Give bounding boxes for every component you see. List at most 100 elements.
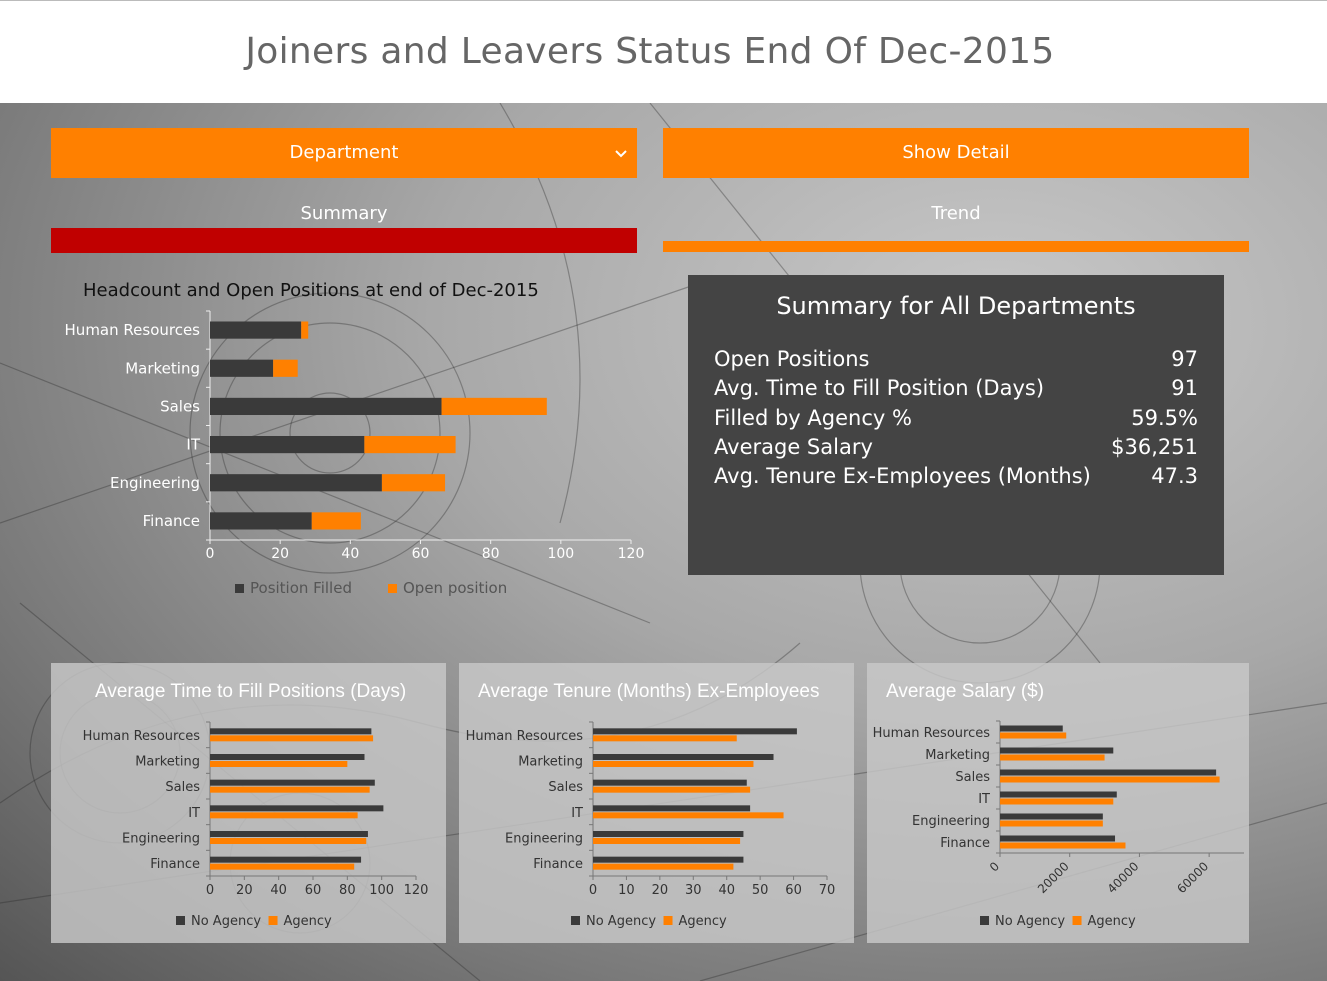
department-dropdown[interactable]: Department <box>51 128 637 178</box>
bar-agency-sales <box>593 786 751 793</box>
y-category-label: Human Resources <box>65 321 201 339</box>
bar-agency-human-resources <box>1000 732 1067 739</box>
bar-agency-sales <box>210 786 370 793</box>
legend-swatch-no-agency <box>176 916 185 925</box>
legend-label-no-agency: No Agency <box>586 914 656 929</box>
legend-label-position-filled: Position Filled <box>250 579 352 597</box>
bar-agency-finance <box>1000 842 1126 849</box>
y-category-label: IT <box>978 792 990 807</box>
legend-label-no-agency: No Agency <box>995 914 1065 929</box>
bar-open-position-it <box>364 435 456 454</box>
tab-trend[interactable]: Trend <box>931 203 981 224</box>
bar-agency-finance <box>593 863 734 870</box>
x-tick-label: 60000 <box>1174 859 1211 896</box>
bar-no-agency-it <box>210 805 384 812</box>
y-category-label: IT <box>188 806 200 821</box>
stat-value: 91 <box>1171 376 1198 400</box>
y-category-label: IT <box>571 806 583 821</box>
x-tick-label: 60 <box>785 883 802 898</box>
tab-summary-indicator <box>51 228 637 253</box>
bar-open-position-engineering <box>381 474 446 492</box>
tenure-chart: 0 10 20 30 40 50 60 70 Human Resources Marketing S… <box>466 721 836 929</box>
bar-open-position-sales <box>441 397 547 416</box>
legend-swatch-open-position <box>388 584 397 593</box>
bar-no-agency-it <box>1000 791 1117 798</box>
bar-no-agency-it <box>593 805 751 812</box>
bar-no-agency-marketing <box>210 754 365 760</box>
y-category-label: Human Resources <box>83 729 201 744</box>
stat-value: 97 <box>1171 347 1198 371</box>
bar-agency-marketing <box>593 761 754 767</box>
bar-position-filled-it <box>210 435 365 454</box>
bar-no-agency-engineering <box>593 831 744 837</box>
x-tick-label: 60 <box>305 883 322 898</box>
y-category-label: Sales <box>160 397 200 415</box>
legend-swatch-agency <box>268 916 278 925</box>
stat-label: Filled by Agency % <box>714 406 912 430</box>
title-bar: Joiners and Leavers Status End Of Dec-20… <box>0 0 1327 103</box>
salary-title: Average Salary ($) <box>886 681 1045 702</box>
time-to-fill-title: Average Time to Fill Positions (Days) <box>95 681 407 702</box>
y-category-label: Finance <box>150 857 200 872</box>
x-tick-label: 10 <box>618 883 635 898</box>
bar-no-agency-engineering <box>1000 813 1103 820</box>
page-title: Joiners and Leavers Status End Of Dec-20… <box>245 31 1055 72</box>
x-tick-label: 40 <box>341 546 359 562</box>
bar-open-position-finance <box>311 512 361 530</box>
x-tick-label: 20 <box>271 546 289 562</box>
y-category-label: Marketing <box>925 748 990 763</box>
legend-swatch-no-agency <box>571 916 580 925</box>
x-tick-label: 120 <box>618 546 645 562</box>
salary-chart: 0 20000 40000 60000 Human Resources Marketing… <box>873 720 1244 929</box>
summary-card: Summary for All Departments Open Positio… <box>688 275 1224 575</box>
dashboard: Department Show Detail Summary Trend Hea… <box>0 103 1327 981</box>
bar-open-position-marketing <box>273 359 298 377</box>
show-detail-button[interactable]: Show Detail <box>663 128 1249 178</box>
y-category-label: Marketing <box>135 755 200 770</box>
bar-agency-it <box>1000 798 1114 805</box>
bar-no-agency-marketing <box>1000 747 1114 754</box>
y-category-label: Engineering <box>505 832 583 847</box>
y-category-label: Finance <box>143 512 200 530</box>
tenure-panel: Average Tenure (Months) Ex-Employees 0 10… <box>459 663 854 943</box>
x-tick-label: 70 <box>819 883 836 898</box>
bar-agency-finance <box>210 863 355 870</box>
x-tick-label: 20 <box>652 883 669 898</box>
x-tick-label: 80 <box>482 546 500 562</box>
bar-position-filled-engineering <box>210 474 382 492</box>
x-tick-label: 50 <box>752 883 769 898</box>
stat-label: Average Salary <box>714 435 873 459</box>
stat-value: 47.3 <box>1151 464 1198 488</box>
bar-position-filled-finance <box>210 512 312 530</box>
bar-agency-engineering <box>1000 820 1103 827</box>
x-tick-label: 30 <box>685 883 702 898</box>
bar-no-agency-sales <box>593 779 747 786</box>
y-category-label: Engineering <box>122 832 200 847</box>
salary-panel: Average Salary ($) 0 20000 40000 60000 Human… <box>867 663 1249 943</box>
y-category-label: Marketing <box>125 359 200 377</box>
x-tick-label: 80 <box>339 883 356 898</box>
tab-summary[interactable]: Summary <box>300 203 388 224</box>
bar-agency-marketing <box>1000 754 1105 761</box>
tenure-title: Average Tenure (Months) Ex-Employees <box>478 681 820 702</box>
x-tick-label: 0 <box>987 859 1002 874</box>
bar-position-filled-marketing <box>210 359 274 377</box>
bar-no-agency-engineering <box>210 831 368 837</box>
x-tick-label: 100 <box>547 546 574 562</box>
stat-value: $36,251 <box>1111 435 1198 459</box>
x-tick-label: 0 <box>206 546 215 562</box>
chart-title: Headcount and Open Positions at end of D… <box>83 280 539 301</box>
bar-no-agency-finance <box>593 856 744 863</box>
bar-no-agency-finance <box>210 856 362 863</box>
stat-label: Avg. Tenure Ex-Employees (Months) <box>714 464 1091 488</box>
bar-no-agency-marketing <box>593 754 774 760</box>
bar-no-agency-sales <box>210 779 375 786</box>
bar-agency-human-resources <box>210 735 374 742</box>
bar-no-agency-sales <box>1000 769 1217 776</box>
x-tick-label: 120 <box>404 883 429 898</box>
y-category-label: Human Resources <box>466 729 584 744</box>
bar-agency-it <box>210 812 358 819</box>
time-to-fill-chart: 0 20 40 60 80 100 120 Human Resources Marketing S… <box>83 721 429 929</box>
legend-label-no-agency: No Agency <box>191 914 261 929</box>
legend-label-agency: Agency <box>284 914 333 929</box>
